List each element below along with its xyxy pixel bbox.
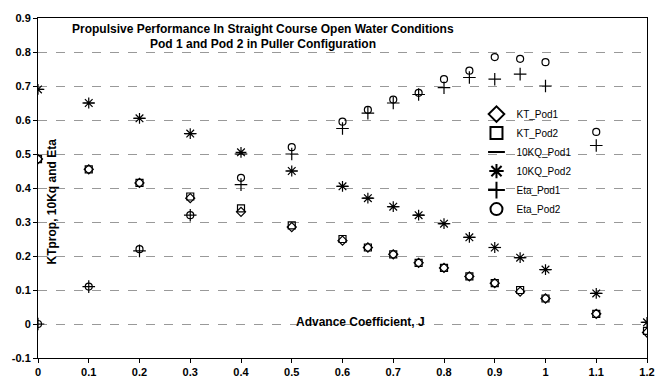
- svg-text:Eta_Pod2: Eta_Pod2: [516, 204, 560, 215]
- svg-text:0.2: 0.2: [132, 366, 147, 378]
- svg-text:0.2: 0.2: [16, 250, 31, 262]
- svg-text:0.7: 0.7: [16, 80, 31, 92]
- svg-text:0.5: 0.5: [16, 148, 31, 160]
- svg-text:10KQ_Pod2: 10KQ_Pod2: [516, 166, 571, 177]
- svg-text:Propulsive Performance In Stra: Propulsive Performance In Straight Cours…: [72, 22, 454, 36]
- svg-text:KT_Pod1: KT_Pod1: [516, 109, 558, 120]
- svg-text:0: 0: [35, 366, 41, 378]
- svg-text:1.1: 1.1: [589, 366, 604, 378]
- svg-text:0.1: 0.1: [81, 366, 96, 378]
- svg-text:0.3: 0.3: [16, 216, 31, 228]
- svg-text:1: 1: [542, 366, 548, 378]
- svg-text:0.9: 0.9: [16, 12, 31, 24]
- svg-text:0.3: 0.3: [183, 366, 198, 378]
- svg-text:0.1: 0.1: [16, 284, 31, 296]
- svg-text:KT_Pod2: KT_Pod2: [516, 128, 558, 139]
- svg-text:0.6: 0.6: [16, 114, 31, 126]
- svg-text:0.9: 0.9: [487, 366, 502, 378]
- svg-text:0.8: 0.8: [436, 366, 451, 378]
- svg-text:0.5: 0.5: [284, 366, 299, 378]
- svg-text:KTprop, 10Kq and Eta: KTprop, 10Kq and Eta: [45, 139, 59, 265]
- svg-text:10KQ_Pod1: 10KQ_Pod1: [516, 147, 571, 158]
- svg-text:Advance Coefficient, J: Advance Coefficient, J: [296, 315, 425, 329]
- svg-text:-0.1: -0.1: [12, 352, 31, 364]
- svg-text:0.8: 0.8: [16, 46, 31, 58]
- svg-text:1.2: 1.2: [639, 366, 654, 378]
- svg-text:0.6: 0.6: [335, 366, 350, 378]
- svg-text:0.4: 0.4: [16, 182, 32, 194]
- svg-text:Pod 1 and Pod 2 in Puller Conf: Pod 1 and Pod 2 in Puller Configuration: [150, 37, 376, 51]
- svg-text:0.4: 0.4: [233, 366, 249, 378]
- svg-text:Eta_Pod1: Eta_Pod1: [516, 185, 560, 196]
- svg-text:0: 0: [25, 318, 31, 330]
- svg-text:0.7: 0.7: [386, 366, 401, 378]
